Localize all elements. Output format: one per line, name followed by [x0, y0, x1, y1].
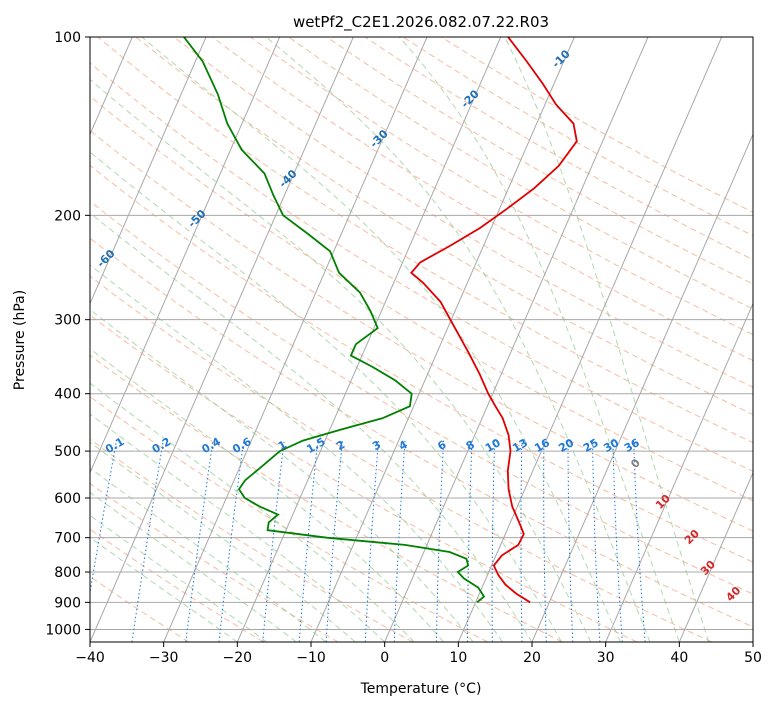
moist-adiabat-line — [265, 37, 651, 642]
dry-adiabat-line — [90, 237, 753, 628]
dry-adiabat-line — [90, 200, 753, 595]
isotherm-line — [90, 37, 354, 642]
mixing-ratio-line — [364, 440, 379, 642]
mixing-ratio-line — [90, 440, 117, 596]
moist-adiabat-line — [141, 37, 621, 642]
dry-adiabat-line — [326, 37, 753, 285]
y-axis-label: Pressure (hPa) — [12, 290, 28, 390]
moist-adiabat-line — [90, 309, 474, 642]
x-axis: −40 −30 −20 −10 0 10 20 30 40 50 — [75, 642, 762, 666]
y-tick-label: 800 — [54, 565, 81, 581]
moist-adiabat-line — [90, 264, 503, 642]
plot-frame — [89, 36, 754, 643]
x-tick-label: 40 — [670, 650, 688, 666]
y-tick-label: 500 — [54, 444, 81, 460]
moist-adiabat-line — [398, 37, 680, 642]
y-tick-label: 1000 — [45, 622, 81, 638]
moist-adiabats — [90, 37, 710, 642]
moist-adiabat-line — [504, 37, 710, 642]
x-tick-label: 20 — [523, 650, 541, 666]
moist-adiabat-line — [90, 413, 386, 642]
dry-adiabat-line — [173, 37, 753, 388]
mixing-ratio-line — [520, 440, 523, 642]
dry-adiabat-line — [90, 62, 753, 472]
dry-adiabat-line — [135, 37, 753, 416]
moist-adiabat-line — [90, 491, 297, 642]
dry-adiabat-line — [212, 37, 753, 362]
isotherm-line — [90, 37, 207, 305]
x-tick-label: −10 — [296, 650, 326, 666]
mixing-ratio-line — [435, 440, 445, 642]
x-tick-label: −20 — [223, 650, 253, 666]
y-tick-label: 300 — [54, 313, 81, 329]
profiles — [183, 37, 578, 604]
isobars — [90, 37, 753, 630]
isotherm-line — [384, 37, 649, 642]
mixing-ratio-line — [612, 440, 623, 642]
x-tick-label: 10 — [449, 650, 467, 666]
moist-adiabat-line — [90, 212, 533, 642]
mixing-ratio-line — [131, 440, 164, 642]
isotherm-line — [457, 37, 723, 642]
isotherm-line — [531, 133, 753, 642]
temperature-series-line — [410, 37, 578, 604]
mixing-ratio-line — [543, 440, 547, 642]
y-tick-label: 200 — [54, 208, 81, 224]
moist-adiabat-line — [90, 514, 268, 642]
mixing-ratio-line — [467, 440, 473, 642]
background-lines — [90, 37, 753, 642]
y-tick-label: 900 — [54, 595, 81, 611]
isotherm-line — [605, 302, 753, 642]
x-tick-label: −40 — [75, 650, 105, 666]
mixing-ratio-line — [567, 440, 574, 642]
x-tick-label: −30 — [149, 650, 179, 666]
dry-adiabat-line — [90, 275, 712, 642]
mixing-ratio-line — [218, 440, 245, 642]
isotherm-line — [236, 37, 502, 642]
moist-adiabat-line — [90, 536, 238, 642]
x-tick-label: 0 — [380, 650, 389, 666]
y-axis: 100 200 300 400 500 600 700 800 900 1000 — [45, 30, 90, 638]
mixing-ratio-line — [491, 440, 496, 642]
y-tick-label: 100 — [54, 30, 81, 46]
mixing-ratio-line — [298, 440, 319, 642]
moist-adiabat-line — [90, 151, 562, 642]
dry-adiabat-line — [288, 37, 753, 310]
isotherm-line — [678, 471, 753, 642]
y-tick-label: 700 — [54, 531, 81, 547]
dewpoint-series-line — [183, 37, 486, 603]
dry-adiabat-line — [90, 314, 638, 642]
moist-adiabat-line — [90, 467, 327, 642]
y-tick-label: 400 — [54, 387, 81, 403]
isotherm-line — [163, 37, 428, 642]
x-axis-label: Temperature (°C) — [360, 681, 482, 697]
x-tick-label: 50 — [744, 650, 762, 666]
mixing-ratio-line — [633, 440, 646, 642]
mixing-ratio-line — [592, 440, 601, 642]
mixing-ratio-line — [393, 440, 406, 642]
mixing-ratio-line — [262, 440, 285, 642]
x-tick-label: 30 — [597, 650, 615, 666]
chart-title: wetPf2_C2E1.2026.082.07.22.R03 — [293, 13, 549, 32]
mixing-ratio-line — [325, 440, 343, 642]
mixing-ratio-lines — [90, 440, 646, 642]
y-tick-label: 600 — [54, 491, 81, 507]
mixing-ratio-line — [185, 440, 214, 642]
dry-adiabat-line — [90, 482, 339, 642]
dry-adiabat-line — [90, 164, 753, 563]
isotherms — [90, 37, 753, 642]
